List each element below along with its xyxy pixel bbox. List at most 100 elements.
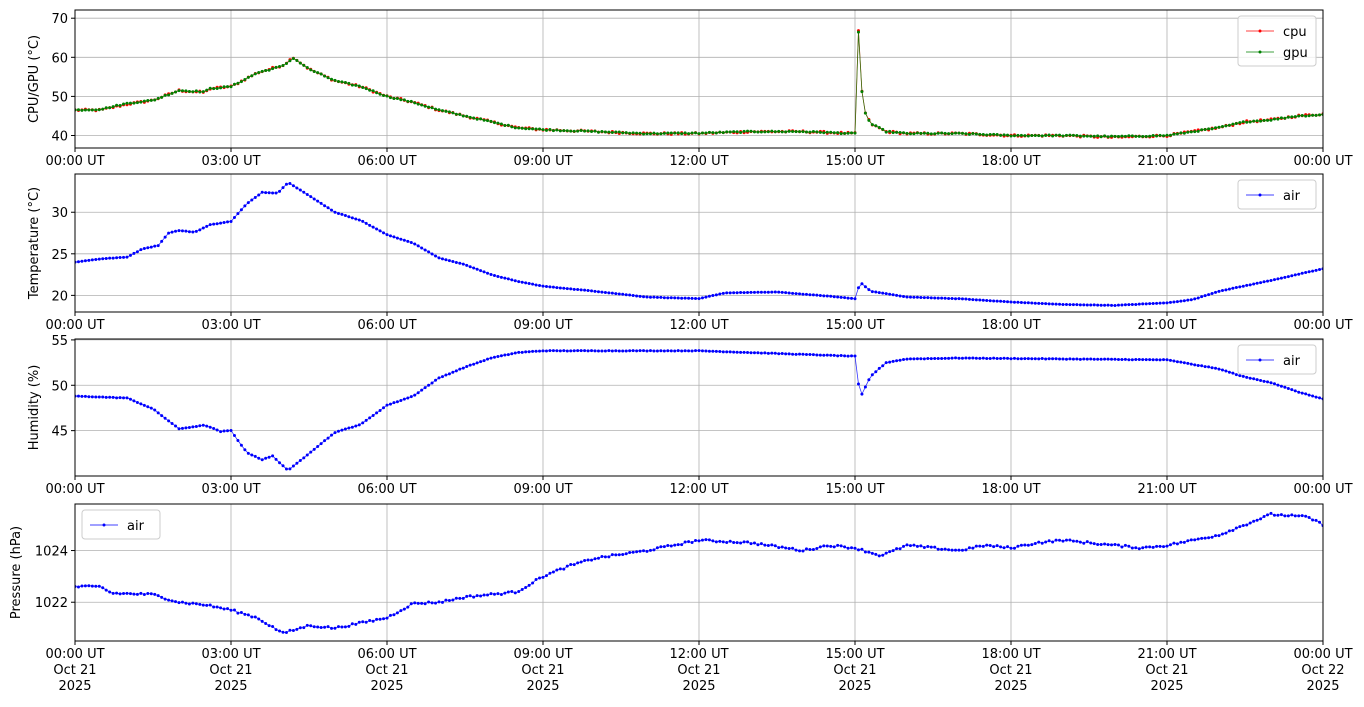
data-point-gpu [957, 131, 961, 135]
data-point-gpu [375, 91, 379, 95]
data-point-air [960, 356, 964, 360]
data-point-air [770, 351, 774, 355]
data-point-air [877, 366, 881, 370]
data-point-gpu [1214, 126, 1218, 130]
data-point-air [492, 355, 496, 359]
data-point-air [451, 370, 455, 374]
data-point-air [1182, 540, 1186, 544]
data-point-gpu [579, 129, 583, 133]
data-point-air [87, 584, 91, 588]
legend-box [1237, 15, 1317, 67]
data-point-gpu [1259, 119, 1263, 123]
data-point-air [454, 596, 458, 600]
data-point-air [1051, 540, 1055, 544]
data-point-gpu [1231, 122, 1235, 126]
data-point-air [288, 182, 292, 186]
data-point-air [1054, 538, 1058, 542]
data-point-air [486, 357, 490, 361]
data-point-air [187, 602, 191, 606]
data-point-gpu [943, 131, 947, 135]
data-point-air [742, 291, 746, 295]
data-point-air [690, 349, 694, 353]
data-point-air [843, 296, 847, 300]
data-point-air [80, 259, 84, 263]
data-point-air [687, 296, 691, 300]
data-point-air [1075, 303, 1079, 307]
data-point-air [888, 360, 892, 364]
data-point-gpu [666, 131, 670, 135]
data-point-air [974, 544, 978, 548]
data-point-air [118, 255, 122, 259]
data-point-gpu [926, 131, 930, 135]
data-point-air [614, 292, 618, 296]
data-point-gpu [804, 130, 808, 134]
data-point-air [472, 362, 476, 366]
data-point-air [219, 606, 223, 610]
data-point-air [544, 285, 548, 289]
data-point-air [1193, 363, 1197, 367]
data-point-air [1286, 514, 1290, 518]
data-point-air [336, 211, 340, 215]
data-point-air [798, 549, 802, 553]
data-point-gpu [326, 76, 330, 80]
data-point-air [617, 349, 621, 353]
data-point-air [569, 287, 573, 291]
data-point-gpu [1019, 133, 1023, 137]
data-point-air [874, 290, 878, 294]
data-point-gpu [863, 111, 867, 115]
data-point-gpu [881, 127, 885, 131]
data-point-air [1314, 395, 1318, 399]
data-point-air [538, 576, 542, 580]
data-point-air [1082, 541, 1086, 545]
data-point-gpu [902, 131, 906, 135]
data-point-air [395, 236, 399, 240]
data-point-air [1082, 303, 1086, 307]
data-point-air [1279, 513, 1283, 517]
data-point-air [423, 248, 427, 252]
data-point-air [1009, 546, 1013, 550]
data-point-air [773, 351, 777, 355]
data-point-gpu [742, 129, 746, 133]
data-point-gpu [915, 131, 919, 135]
legend-box [1237, 179, 1317, 210]
data-point-air [860, 547, 864, 551]
data-point-air [822, 544, 826, 548]
data-point-air [908, 544, 912, 548]
data-point-gpu [541, 128, 545, 132]
data-point-air [863, 550, 867, 554]
data-point-air [1293, 273, 1297, 277]
data-point-gpu [104, 106, 108, 110]
data-point-air [243, 612, 247, 616]
data-point-air [146, 591, 150, 595]
data-point-gpu [1037, 134, 1041, 138]
legend-label-air: air [1283, 354, 1301, 369]
data-point-air [804, 547, 808, 551]
data-point-air [295, 186, 299, 190]
data-point-air [316, 445, 320, 449]
data-point-air [915, 357, 919, 361]
y-tick-label: 1022 [35, 596, 68, 611]
data-point-air [1259, 517, 1263, 521]
data-point-air [506, 353, 510, 357]
data-point-gpu [808, 130, 812, 134]
data-point-air [1165, 358, 1169, 362]
data-point-air [447, 259, 451, 263]
legend: air [1237, 344, 1317, 375]
data-point-air [569, 349, 573, 353]
data-point-air [787, 291, 791, 295]
data-point-air [350, 216, 354, 220]
data-point-air [163, 597, 167, 601]
data-point-air [170, 230, 174, 234]
data-point-air [638, 549, 642, 553]
x-tick-label: 15:00 UT [825, 482, 884, 497]
data-point-air [278, 629, 282, 633]
data-point-gpu [264, 69, 268, 73]
data-point-air [444, 373, 448, 377]
data-point-air [659, 295, 663, 299]
data-point-air [153, 244, 157, 248]
data-point-air [1283, 275, 1287, 279]
data-point-air [801, 549, 805, 553]
data-point-air [139, 591, 143, 595]
data-point-gpu [156, 96, 160, 100]
data-point-air [520, 280, 524, 284]
